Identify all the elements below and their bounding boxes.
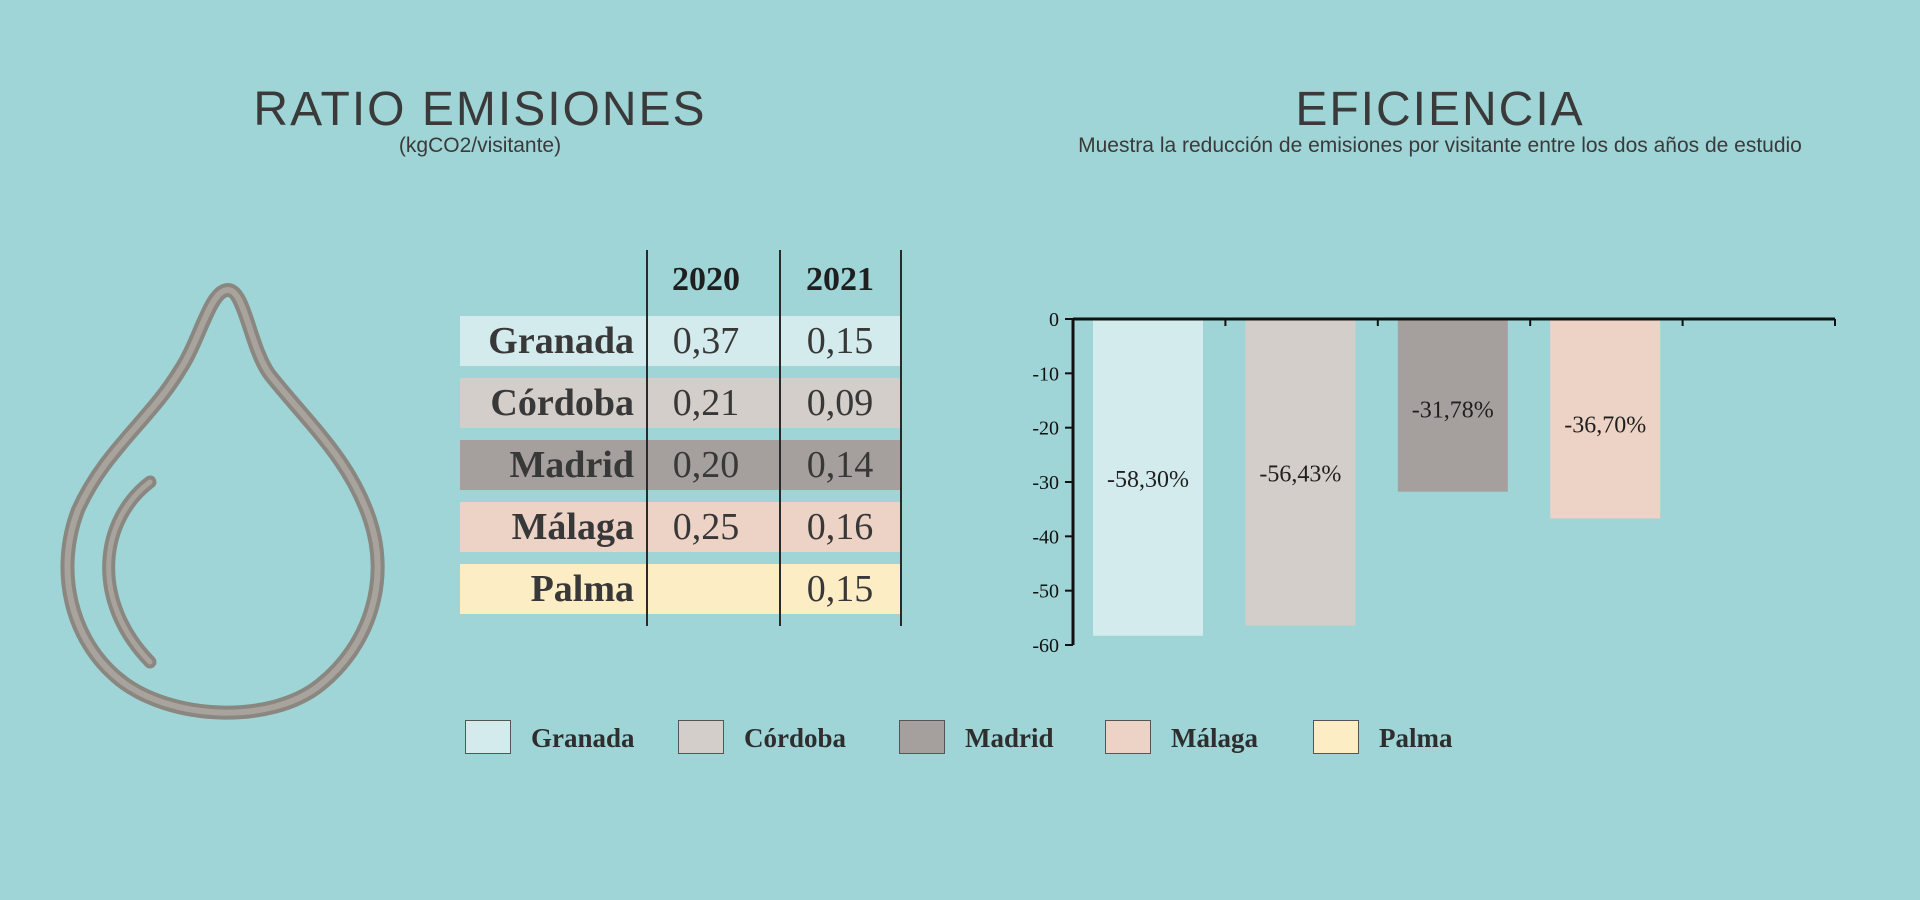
ratio-2020: 0,20 [672,444,740,486]
efficiency-bar-chart: -58,30% -56,43% -31,78% -36,70% 0 -10 -20 -30 -4… [1032,309,1836,657]
ratio-2021: 0,14 [806,444,874,486]
city-name: Córdoba [490,382,634,424]
ratio-2021: 0,16 [806,506,874,548]
ratio-2021: 0,15 [806,568,874,610]
column-divider [900,250,902,626]
y-tick-label: -50 [1032,581,1059,603]
table-row: Palma 0,15 [460,564,902,614]
ratio-2021: 0,15 [806,320,874,362]
data-label: -58,30% [1107,467,1189,493]
y-tick-label: -60 [1032,635,1059,657]
water-drop-icon [60,283,385,720]
y-tick-label: -20 [1032,418,1059,440]
table-row: Málaga 0,25 0,16 [460,502,902,552]
bar-madrid [1397,319,1508,492]
ratio-subtitle: (kgCO2/visitante) [398,134,562,157]
ratio-2020: 0,37 [672,320,740,362]
column-header-2020: 2020 [672,261,740,298]
legend-label: Granada [531,723,635,753]
ratio-title: RATIO EMISIONES [253,83,707,136]
city-name: Málaga [511,506,634,548]
ratio-2021: 0,09 [806,382,874,424]
legend-label: Córdoba [744,723,847,753]
bar-córdoba [1245,319,1356,626]
legend-swatch [465,720,511,754]
ratio-2020 [646,564,766,614]
ratio-2020: 0,25 [672,506,740,548]
city-name: Madrid [509,444,634,486]
legend-swatch [899,720,945,754]
y-tick-label: -10 [1032,363,1059,385]
y-tick-label: -30 [1032,472,1059,494]
data-label: -36,70% [1564,413,1646,439]
data-label: -31,78% [1412,397,1494,423]
ratio-table: 2020 2021 Granada 0,37 0,15 Córdoba 0,21… [460,250,902,626]
efficiency-title: EFICIENCIA [1295,83,1585,136]
city-name: Palma [530,568,634,610]
legend-swatch [1313,720,1359,754]
data-label: -56,43% [1259,461,1341,487]
legend-label: Palma [1379,723,1453,753]
table-row: Madrid 0,20 0,14 [460,440,902,490]
table-row: Granada 0,37 0,15 [460,316,902,366]
legend-swatch [1105,720,1151,754]
efficiency-subtitle: Muestra la reducción de emisiones por vi… [1078,134,1802,157]
column-divider [779,250,781,626]
legend-label: Madrid [965,723,1054,753]
y-tick-label: -40 [1032,526,1059,548]
legend-swatch [678,720,724,754]
ratio-2020: 0,21 [672,382,740,424]
table-row: Córdoba 0,21 0,09 [460,378,902,428]
city-name: Granada [488,320,634,362]
column-header-2021: 2021 [806,261,874,298]
legend-label: Málaga [1171,723,1258,753]
bar-granada [1093,319,1203,636]
bar-málaga [1550,319,1661,519]
y-tick-label: 0 [1049,309,1059,331]
column-divider [646,250,648,626]
